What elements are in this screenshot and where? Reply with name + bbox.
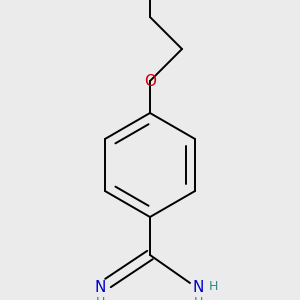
Text: H: H	[95, 296, 105, 300]
Text: H: H	[193, 296, 203, 300]
Text: N: N	[94, 280, 106, 296]
Text: H: H	[208, 280, 218, 293]
Text: N: N	[192, 280, 204, 296]
Text: O: O	[144, 74, 156, 88]
